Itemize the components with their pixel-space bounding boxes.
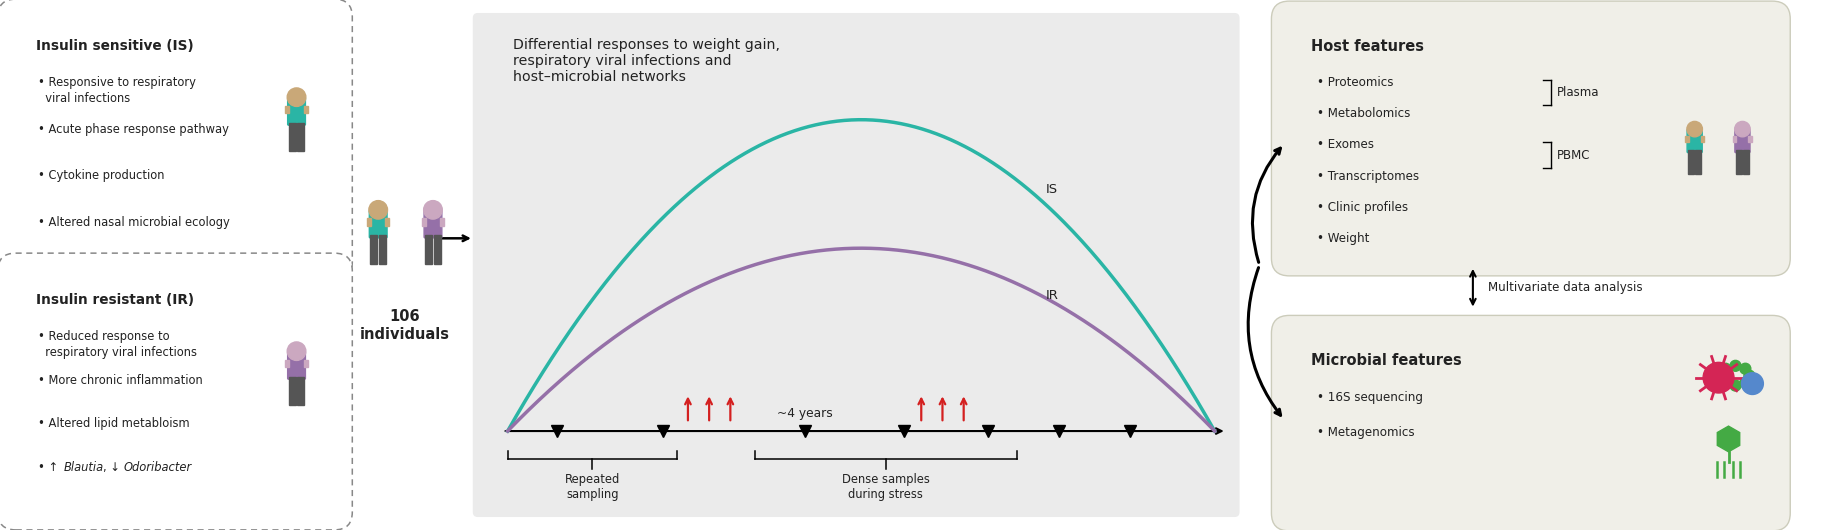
Text: Insulin resistant (IR): Insulin resistant (IR) <box>35 293 194 307</box>
Text: • Altered lipid metabloism: • Altered lipid metabloism <box>37 417 188 430</box>
FancyBboxPatch shape <box>288 98 305 125</box>
Circle shape <box>1739 377 1750 388</box>
Text: • Proteomics: • Proteomics <box>1316 76 1393 89</box>
Bar <box>425 235 432 264</box>
Circle shape <box>1733 121 1750 137</box>
Circle shape <box>1685 121 1702 137</box>
Text: Differential responses to weight gain,
respiratory viral infections and
host–mic: Differential responses to weight gain, r… <box>512 38 780 84</box>
Circle shape <box>1719 377 1730 388</box>
Text: Plasma: Plasma <box>1556 86 1599 99</box>
Text: IS: IS <box>1046 183 1057 196</box>
Text: • ↑: • ↑ <box>37 461 61 474</box>
Bar <box>288 123 296 151</box>
Bar <box>1748 136 1750 142</box>
Bar <box>303 360 307 367</box>
Text: • Transcriptomes: • Transcriptomes <box>1316 170 1419 183</box>
Text: • Altered nasal microbial ecology: • Altered nasal microbial ecology <box>37 216 229 228</box>
FancyBboxPatch shape <box>1271 1 1789 276</box>
Text: Odoribacter: Odoribacter <box>124 461 192 474</box>
Text: Microbial features: Microbial features <box>1310 353 1462 368</box>
Text: ~4 years: ~4 years <box>776 407 832 420</box>
Text: Repeated
sampling: Repeated sampling <box>564 473 619 500</box>
FancyBboxPatch shape <box>370 210 386 238</box>
Circle shape <box>1739 363 1750 374</box>
Bar <box>370 235 377 264</box>
Bar <box>368 218 371 225</box>
Bar <box>421 218 425 225</box>
Text: • Metabolomics: • Metabolomics <box>1316 108 1410 120</box>
Bar <box>303 105 307 113</box>
Bar <box>285 360 288 367</box>
FancyBboxPatch shape <box>1733 129 1748 153</box>
Text: • Exomes: • Exomes <box>1316 138 1373 152</box>
Text: • More chronic inflammation: • More chronic inflammation <box>37 374 201 387</box>
Text: 106
individuals: 106 individuals <box>360 310 449 342</box>
Text: • Responsive to respiratory
  viral infections: • Responsive to respiratory viral infect… <box>37 76 196 105</box>
Text: • Metagenomics: • Metagenomics <box>1316 426 1414 439</box>
Circle shape <box>286 342 305 360</box>
FancyBboxPatch shape <box>288 351 305 379</box>
Bar <box>384 218 390 225</box>
Bar <box>285 105 288 113</box>
Text: Host features: Host features <box>1310 39 1423 54</box>
Text: • Reduced response to
  respiratory viral infections: • Reduced response to respiratory viral … <box>37 330 196 359</box>
FancyBboxPatch shape <box>1271 315 1789 530</box>
Circle shape <box>1741 373 1763 394</box>
Text: • Acute phase response pathway: • Acute phase response pathway <box>37 122 229 136</box>
FancyBboxPatch shape <box>1685 129 1702 153</box>
FancyBboxPatch shape <box>473 13 1238 517</box>
FancyBboxPatch shape <box>0 0 353 280</box>
FancyBboxPatch shape <box>423 210 442 238</box>
Bar <box>1700 136 1704 142</box>
Bar <box>298 123 305 151</box>
Text: Insulin sensitive (IS): Insulin sensitive (IS) <box>35 39 194 52</box>
Text: Multivariate data analysis: Multivariate data analysis <box>1488 281 1641 294</box>
Circle shape <box>368 200 388 219</box>
Bar <box>1685 136 1687 142</box>
Circle shape <box>1730 380 1741 391</box>
Circle shape <box>423 200 442 219</box>
Bar <box>1735 151 1741 174</box>
Bar <box>440 218 444 225</box>
Circle shape <box>1715 370 1726 381</box>
Circle shape <box>286 88 305 107</box>
Bar <box>1687 151 1693 174</box>
Bar <box>434 235 440 264</box>
Circle shape <box>1719 363 1730 374</box>
Text: • Weight: • Weight <box>1316 232 1369 245</box>
Text: Dense samples
during stress: Dense samples during stress <box>841 473 930 500</box>
Text: • Clinic profiles: • Clinic profiles <box>1316 201 1408 214</box>
Bar <box>288 377 296 405</box>
Text: , ↓: , ↓ <box>103 461 124 474</box>
Bar <box>1743 151 1748 174</box>
Bar <box>379 235 386 264</box>
Bar <box>1732 136 1735 142</box>
Circle shape <box>1702 363 1733 393</box>
Circle shape <box>1743 370 1754 381</box>
Text: • Cytokine production: • Cytokine production <box>37 169 164 182</box>
Text: Blautia: Blautia <box>63 461 103 474</box>
Bar <box>1695 151 1700 174</box>
Text: PBMC: PBMC <box>1556 148 1589 162</box>
FancyBboxPatch shape <box>0 253 353 530</box>
Bar <box>298 377 305 405</box>
Text: • 16S sequencing: • 16S sequencing <box>1316 391 1423 403</box>
Text: IR: IR <box>1046 289 1059 302</box>
Circle shape <box>1730 360 1741 371</box>
